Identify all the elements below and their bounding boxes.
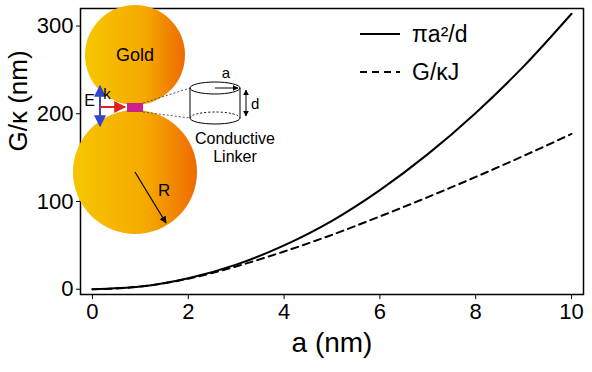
svg-text:πa²/d: πa²/d	[412, 21, 468, 47]
svg-text:a (nm): a (nm)	[292, 327, 373, 358]
svg-text:2: 2	[182, 299, 194, 324]
svg-text:ConductiveLinker: ConductiveLinker	[195, 130, 275, 165]
svg-text:G/κ (nm): G/κ (nm)	[3, 50, 33, 151]
svg-text:G/κJ: G/κJ	[412, 59, 459, 85]
svg-text:4: 4	[278, 299, 290, 324]
svg-text:k: k	[103, 85, 111, 102]
svg-text:0: 0	[61, 276, 73, 301]
svg-text:100: 100	[37, 189, 74, 214]
svg-text:d: d	[251, 95, 259, 112]
svg-text:8: 8	[470, 299, 482, 324]
svg-text:a: a	[222, 64, 231, 81]
svg-text:10: 10	[559, 299, 583, 324]
svg-text:E: E	[84, 92, 95, 109]
svg-text:300: 300	[37, 13, 74, 38]
svg-text:200: 200	[37, 101, 74, 126]
svg-text:Gold: Gold	[116, 45, 154, 65]
svg-text:0: 0	[86, 299, 98, 324]
svg-text:6: 6	[374, 299, 386, 324]
svg-text:R: R	[158, 181, 170, 200]
